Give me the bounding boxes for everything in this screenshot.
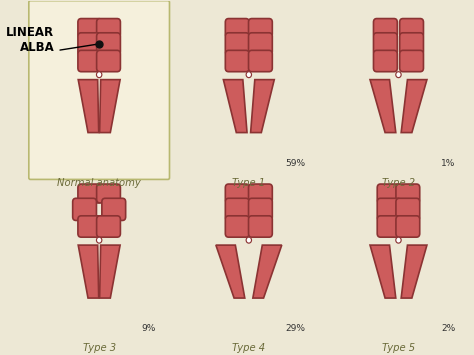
Text: LINEAR
ALBA: LINEAR ALBA <box>6 26 54 54</box>
FancyBboxPatch shape <box>225 33 249 55</box>
FancyBboxPatch shape <box>73 198 97 220</box>
Polygon shape <box>251 80 274 132</box>
Circle shape <box>396 72 401 78</box>
FancyBboxPatch shape <box>78 50 102 72</box>
FancyBboxPatch shape <box>248 216 273 237</box>
FancyBboxPatch shape <box>374 33 397 55</box>
Polygon shape <box>78 245 99 298</box>
FancyBboxPatch shape <box>377 184 401 203</box>
FancyBboxPatch shape <box>396 216 420 237</box>
FancyBboxPatch shape <box>225 198 249 220</box>
FancyBboxPatch shape <box>248 198 273 220</box>
Circle shape <box>396 237 401 243</box>
Text: Type 4: Type 4 <box>232 343 265 353</box>
FancyBboxPatch shape <box>400 18 423 37</box>
Text: Normal anatomy: Normal anatomy <box>57 178 141 188</box>
FancyBboxPatch shape <box>78 33 102 55</box>
Text: Type 5: Type 5 <box>382 343 415 353</box>
FancyBboxPatch shape <box>248 50 273 72</box>
FancyBboxPatch shape <box>400 50 423 72</box>
Text: 9%: 9% <box>142 324 156 333</box>
FancyBboxPatch shape <box>97 18 120 37</box>
Text: Type 1: Type 1 <box>232 178 265 188</box>
Polygon shape <box>223 80 247 132</box>
FancyBboxPatch shape <box>374 18 397 37</box>
FancyBboxPatch shape <box>97 33 120 55</box>
FancyBboxPatch shape <box>29 1 170 179</box>
FancyBboxPatch shape <box>396 184 420 203</box>
FancyBboxPatch shape <box>78 184 102 203</box>
FancyBboxPatch shape <box>102 198 126 220</box>
Text: Type 2: Type 2 <box>382 178 415 188</box>
FancyBboxPatch shape <box>374 50 397 72</box>
Polygon shape <box>253 245 282 298</box>
Text: Type 3: Type 3 <box>82 343 116 353</box>
FancyBboxPatch shape <box>225 18 249 37</box>
Text: 2%: 2% <box>441 324 456 333</box>
FancyBboxPatch shape <box>225 50 249 72</box>
FancyBboxPatch shape <box>97 50 120 72</box>
FancyBboxPatch shape <box>225 216 249 237</box>
FancyBboxPatch shape <box>400 33 423 55</box>
Polygon shape <box>100 80 120 132</box>
FancyBboxPatch shape <box>377 198 401 220</box>
Polygon shape <box>401 245 427 298</box>
FancyBboxPatch shape <box>377 216 401 237</box>
Text: 1%: 1% <box>441 159 456 168</box>
Circle shape <box>246 237 252 243</box>
Polygon shape <box>370 80 396 132</box>
Polygon shape <box>216 245 245 298</box>
Text: 59%: 59% <box>285 159 306 168</box>
FancyBboxPatch shape <box>248 184 273 203</box>
FancyBboxPatch shape <box>248 33 273 55</box>
FancyBboxPatch shape <box>97 216 120 237</box>
Polygon shape <box>78 80 99 132</box>
FancyBboxPatch shape <box>78 216 102 237</box>
FancyBboxPatch shape <box>396 198 420 220</box>
Circle shape <box>97 237 102 243</box>
FancyBboxPatch shape <box>78 18 102 37</box>
Polygon shape <box>370 245 396 298</box>
FancyBboxPatch shape <box>97 184 120 203</box>
FancyBboxPatch shape <box>225 184 249 203</box>
Polygon shape <box>401 80 427 132</box>
Text: 29%: 29% <box>286 324 306 333</box>
FancyBboxPatch shape <box>248 18 273 37</box>
Polygon shape <box>100 245 120 298</box>
Circle shape <box>246 72 252 78</box>
Circle shape <box>97 72 102 78</box>
